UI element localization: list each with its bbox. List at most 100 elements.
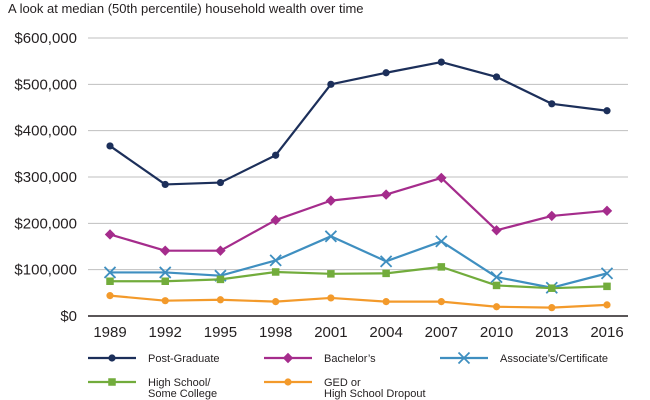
- chart-subtitle: A look at median (50th percentile) house…: [8, 1, 364, 16]
- series-line: [109, 294, 608, 309]
- data-point: [325, 195, 337, 206]
- data-point: [159, 266, 172, 279]
- y-tick-label: $500,000: [14, 76, 77, 93]
- data-point: [491, 225, 502, 236]
- x-tick-label: 1992: [149, 324, 182, 341]
- data-point: [272, 298, 280, 306]
- data-point: [490, 270, 503, 284]
- legend-item: Post-Graduate: [88, 353, 220, 365]
- legend-item: Associate’s/Certificate: [440, 351, 608, 365]
- data-point: [106, 277, 114, 285]
- legend-label: Bachelor’s: [324, 353, 376, 365]
- data-point: [270, 214, 281, 226]
- x-tick-label: 2016: [590, 324, 623, 341]
- data-point: [269, 254, 282, 267]
- y-tick-label: $100,000: [14, 262, 77, 279]
- y-tick-label: $0: [60, 308, 77, 325]
- series-0: [106, 58, 611, 189]
- grid: [88, 37, 628, 317]
- data-point: [161, 297, 169, 305]
- data-point: [548, 100, 556, 108]
- data-point: [603, 107, 611, 115]
- y-tick-label: $300,000: [14, 169, 77, 186]
- data-point: [601, 205, 613, 217]
- series-2: [103, 230, 614, 294]
- legend-marker: [108, 354, 116, 362]
- data-point: [215, 245, 226, 256]
- data-point: [382, 269, 390, 278]
- data-point: [327, 294, 335, 302]
- data-point: [382, 298, 390, 306]
- data-point: [271, 268, 280, 276]
- data-point: [603, 301, 611, 309]
- data-point: [104, 229, 116, 240]
- legend-label: Some College: [148, 388, 217, 400]
- series-3: [106, 263, 611, 292]
- legend-item: Bachelor’s: [264, 352, 376, 365]
- series-line: [110, 265, 608, 290]
- data-point: [106, 142, 114, 150]
- legend: Post-Graduate Bachelor’s Associate’s/Certi…: [88, 351, 608, 400]
- data-point: [161, 180, 169, 189]
- series-1: [104, 172, 613, 256]
- series-4: [106, 292, 611, 312]
- data-point: [437, 58, 445, 66]
- data-point: [380, 189, 392, 200]
- x-tick-label: 2007: [425, 324, 458, 341]
- legend-marker: [108, 378, 116, 386]
- x-tick-label: 1989: [93, 324, 126, 341]
- legend-marker: [457, 351, 471, 365]
- data-point: [327, 80, 335, 88]
- y-axis: $0 $100,000 $200,000 $300,000 $400,000 $500,0…: [14, 30, 77, 325]
- data-point: [437, 263, 446, 271]
- data-point: [160, 245, 171, 256]
- legend-marker: [284, 378, 292, 386]
- series-line: [109, 60, 608, 186]
- data-point: [436, 172, 447, 184]
- y-tick-label: $600,000: [14, 30, 77, 47]
- data-point: [435, 235, 448, 248]
- data-point: [548, 304, 556, 312]
- data-point: [216, 178, 225, 187]
- data-point: [106, 292, 114, 300]
- data-point: [161, 277, 169, 285]
- data-point: [382, 69, 390, 77]
- x-tick-label: 1995: [204, 324, 237, 341]
- y-tick-label: $400,000: [14, 123, 77, 140]
- legend-label: GED or: [324, 377, 361, 389]
- x-tick-label: 1998: [259, 324, 292, 341]
- data-point: [603, 282, 611, 291]
- series-line: [109, 176, 608, 252]
- data-point: [216, 296, 225, 304]
- data-point: [492, 303, 501, 311]
- data-point: [324, 230, 338, 243]
- series-line: [110, 235, 608, 289]
- series-lines: [103, 58, 614, 312]
- legend-label: Post-Graduate: [148, 353, 220, 365]
- data-point: [437, 298, 445, 306]
- data-point: [548, 284, 556, 292]
- data-point: [103, 266, 117, 279]
- x-tick-label: 2001: [314, 324, 347, 341]
- data-point: [546, 210, 557, 222]
- data-point: [492, 73, 501, 81]
- x-axis: 1989 1992 1995 1998 2001 2004 2007 2010 2013 2016: [93, 324, 623, 341]
- legend-item: High School/Some College: [88, 377, 217, 400]
- legend-label: Associate’s/Certificate: [500, 353, 608, 365]
- x-tick-label: 2013: [535, 324, 568, 341]
- legend-marker: [282, 352, 294, 364]
- legend-label: High School Dropout: [324, 388, 426, 400]
- data-point: [216, 275, 225, 284]
- data-point: [327, 270, 335, 278]
- x-tick-label: 2010: [480, 324, 513, 341]
- x-tick-label: 2004: [369, 324, 402, 341]
- data-point: [272, 151, 280, 159]
- legend-label: High School/: [148, 377, 211, 389]
- data-point: [600, 267, 614, 280]
- data-point: [379, 255, 393, 268]
- y-tick-label: $200,000: [14, 215, 77, 232]
- data-point: [492, 281, 501, 290]
